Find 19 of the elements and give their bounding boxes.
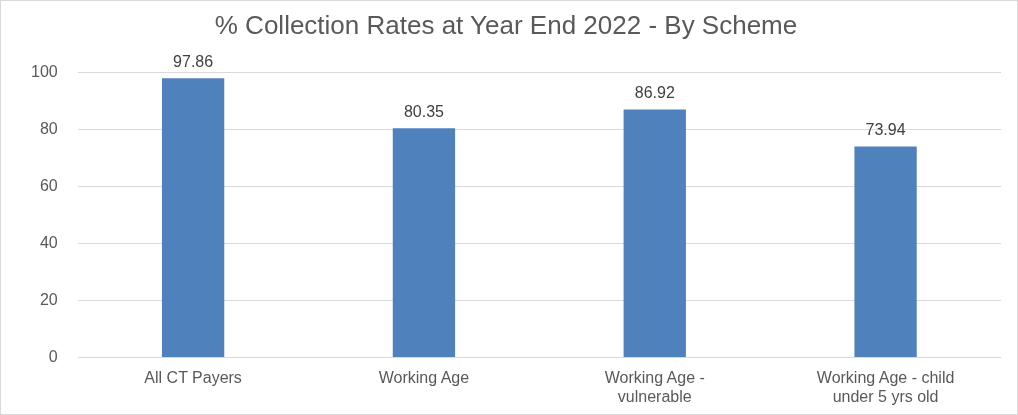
data-label: 86.92: [634, 83, 675, 101]
y-tick-label: 40: [39, 233, 58, 251]
y-tick-label: 80: [39, 119, 58, 137]
y-tick-label: 60: [39, 176, 58, 194]
y-tick-label: 100: [30, 62, 58, 80]
data-label: 73.94: [865, 120, 906, 138]
x-tick-label: Working Age - vulnerable: [604, 368, 705, 405]
x-tick-label: Working Age - child under 5 yrs old: [816, 368, 955, 405]
y-tick-label: 20: [39, 290, 58, 308]
data-label: 80.35: [403, 102, 445, 120]
chart-title: % Collection Rates at Year End 2022 - By Scheme: [214, 9, 798, 40]
bar: [854, 146, 917, 358]
bar: [161, 78, 225, 358]
data-label: 97.86: [173, 52, 214, 70]
bar: [392, 128, 456, 358]
bar: [623, 109, 686, 358]
x-tick-label: All CT Payers: [144, 368, 242, 386]
x-tick-label: Working Age: [378, 368, 470, 386]
y-tick-label: 0: [48, 348, 58, 366]
